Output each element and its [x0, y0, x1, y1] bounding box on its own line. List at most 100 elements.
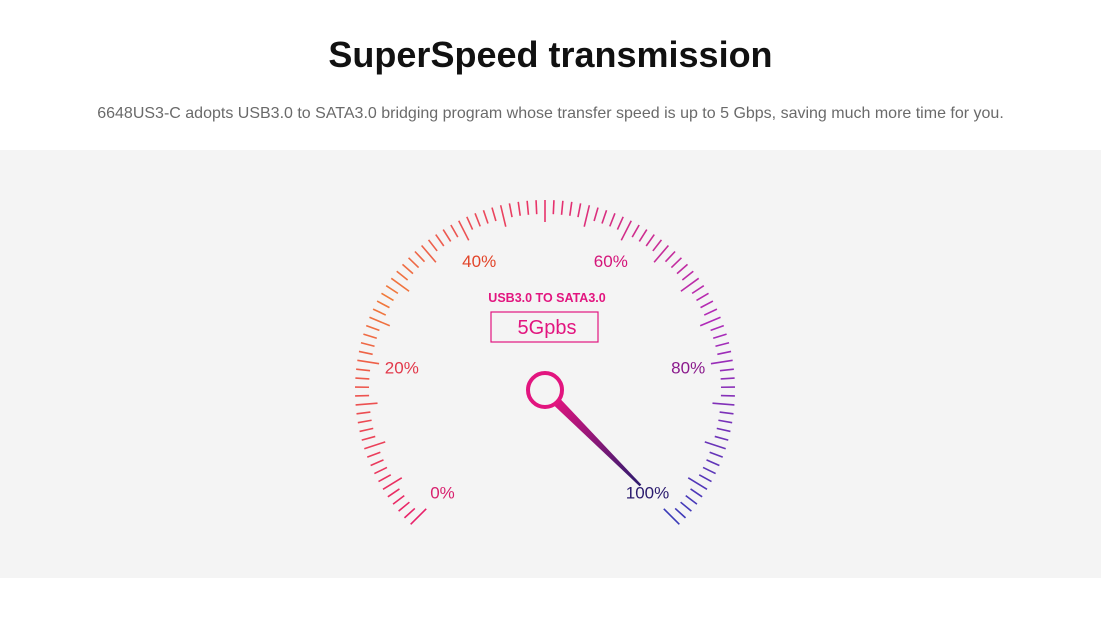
speed-gauge: 0% 20% 40% 60% 80% 100% USB3.0 TO SATA3.0 5Gp… [355, 200, 735, 525]
gauge-tick [482, 209, 489, 224]
gauge-tick [356, 368, 371, 372]
gauge-tick [356, 411, 371, 415]
gauge-tick [387, 488, 400, 498]
gauge-tick [398, 501, 410, 512]
gauge-tick [703, 308, 718, 316]
gauge-tick [396, 270, 409, 281]
gauge-tick [577, 203, 582, 218]
gauge-tick [390, 277, 410, 292]
speed-box [490, 311, 599, 343]
gauge-tick [517, 201, 521, 216]
scale-label: 60% [594, 252, 628, 271]
gauge-tick [601, 209, 608, 224]
gauge-ticks [355, 200, 735, 525]
gauge-needle [526, 371, 642, 487]
scale-label: 0% [430, 484, 455, 503]
gauge-tick [366, 451, 381, 458]
gauge-tick [526, 200, 530, 215]
gauge-tick [382, 477, 403, 490]
gauge-tick [685, 495, 698, 505]
page-title: SuperSpeed transmission [328, 34, 773, 75]
gauge-tick [699, 316, 721, 327]
gauge-tick [690, 488, 703, 498]
gauge-tick [427, 239, 438, 252]
gauge-tick [442, 229, 452, 242]
gauge-tick [491, 207, 497, 222]
scale-label: 80% [671, 358, 705, 377]
needle-hub [526, 371, 564, 409]
gauge-tick [435, 234, 445, 247]
gauge-tick [385, 285, 399, 295]
gauge-tick [681, 270, 694, 281]
gauge-tick [645, 234, 655, 247]
gauge-tick [358, 350, 373, 356]
gauge-tick [670, 257, 682, 269]
gauge-tick [631, 224, 640, 238]
gauge-tick [620, 220, 632, 241]
gauge-tick [696, 292, 709, 302]
gauge-tick [450, 224, 459, 238]
gauge-tick [719, 368, 734, 372]
gauge-tick [363, 333, 378, 340]
gauge-tick [408, 257, 420, 269]
needle-pointer [553, 398, 642, 487]
gauge-tick [676, 263, 689, 275]
gauge-tick [593, 207, 599, 222]
gauge-tick [653, 245, 670, 263]
gauge-tick [378, 474, 392, 483]
gauge-tick [714, 435, 729, 441]
gauge-tick [652, 239, 663, 252]
gauge-panel: 0% 20% 40% 60% 80% 100% USB3.0 TO SATA3.0 5Gp… [0, 150, 1101, 578]
gauge-tick [364, 441, 386, 450]
gauge-tick [715, 341, 730, 348]
gauge-tick [710, 359, 733, 365]
gauge-tick [372, 308, 387, 316]
gauge-tick [664, 250, 676, 263]
gauge-tick [376, 300, 390, 309]
gauge-tick [359, 427, 374, 433]
gauge-tick [719, 411, 734, 415]
gauge-tick [583, 205, 591, 227]
gauge-tick [709, 451, 724, 458]
gauge-tick [374, 466, 388, 475]
gauge-tick [466, 216, 474, 230]
gauge-tick [712, 402, 735, 406]
gauge-tick [499, 205, 507, 227]
gauge-tick [680, 277, 700, 292]
gauge-tick [508, 203, 513, 218]
gauge-tick [401, 263, 414, 275]
gauge-tick [716, 427, 731, 433]
gauge-tick [414, 250, 426, 263]
gauge-tick [474, 213, 481, 227]
gauge-tick [712, 333, 727, 340]
gauge-tick [552, 200, 555, 215]
gauge-tick [691, 285, 705, 295]
gauge-tick [355, 402, 378, 406]
gauge-tick [700, 300, 714, 309]
gauge-tick [569, 201, 573, 216]
gauge-tick [381, 292, 394, 302]
page-subtitle: 6648US3-C adopts USB3.0 to SATA3.0 bridg… [97, 105, 1004, 122]
scale-label: 100% [626, 484, 669, 503]
gauge-tick [357, 359, 380, 365]
gauge-tick [357, 419, 372, 424]
gauge-tick [403, 507, 416, 519]
gauge-tick [360, 341, 375, 348]
gauge-tick [718, 419, 733, 424]
gauge-tick [698, 474, 712, 483]
gauge-tick [365, 324, 380, 332]
gauge-tick [370, 459, 384, 467]
gauge-tick [458, 220, 470, 241]
bridge-label: USB3.0 TO SATA3.0 [488, 291, 605, 305]
gauge-tick [680, 501, 692, 512]
gauge-tick [706, 459, 720, 467]
gauge-tick [717, 350, 732, 356]
gauge-tick [687, 477, 708, 490]
gauge-tick [638, 229, 648, 242]
gauge-tick [560, 200, 564, 215]
gauge-tick [702, 466, 716, 475]
scale-label: 40% [462, 252, 496, 271]
gauge-tick [410, 508, 427, 525]
gauge-scale-labels: 0% 20% 40% 60% 80% 100% [385, 252, 705, 503]
